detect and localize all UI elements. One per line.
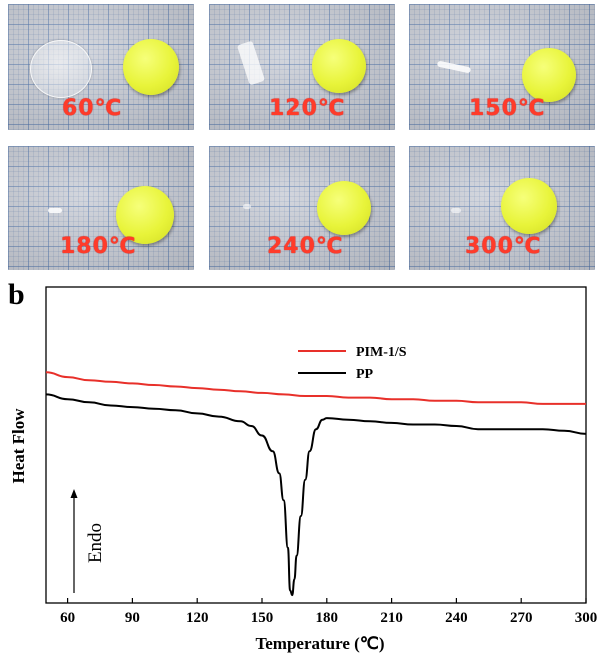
x-tick-label: 300 — [575, 610, 598, 626]
yellow-sample-disc — [312, 39, 366, 93]
photo-panel: a 60℃ 120℃ 150℃ 180℃ 240℃ 300℃ — [0, 0, 601, 275]
series-line-pp — [45, 393, 587, 597]
y-axis-title: Heat Flow — [9, 408, 28, 484]
x-tick-label: 210 — [380, 610, 403, 626]
x-tick-label: 240 — [445, 610, 468, 626]
legend-label: PP — [356, 367, 374, 382]
yellow-sample-disc — [116, 186, 174, 244]
x-tick-label: 180 — [316, 610, 339, 626]
yellow-sample-disc — [522, 48, 576, 102]
temperature-label: 150℃ — [469, 96, 546, 121]
melted-residue — [243, 204, 251, 209]
photo-240c: 240℃ — [209, 146, 395, 270]
photo-150c: 150℃ — [409, 4, 595, 130]
photo-180c: 180℃ — [8, 146, 194, 270]
temperature-label: 300℃ — [465, 234, 542, 259]
clear-film-disc — [30, 40, 92, 98]
temperature-label: 60℃ — [62, 96, 123, 121]
legend-label: PIM-1/S — [356, 345, 407, 360]
melted-residue — [48, 208, 62, 213]
endo-indicator: Endo — [70, 489, 106, 593]
legend: PIM-1/S PP — [298, 345, 407, 382]
photo-300c: 300℃ — [409, 146, 595, 270]
dsc-chart: 60 90 120 150 180 210 240 270 300 PIM-1/S PP Temp… — [9, 286, 597, 653]
x-tick-label: 60 — [60, 610, 75, 626]
temperature-label: 240℃ — [267, 234, 344, 259]
yellow-sample-disc — [123, 39, 179, 95]
melted-residue — [451, 208, 461, 213]
x-axis: 60 90 120 150 180 210 240 270 300 — [60, 598, 597, 626]
x-tick-label: 120 — [186, 610, 209, 626]
yellow-sample-disc — [317, 181, 371, 235]
plot-frame — [45, 286, 587, 604]
x-tick-label: 90 — [125, 610, 140, 626]
endo-arrow-head — [70, 489, 78, 498]
series-layer — [45, 371, 587, 597]
yellow-sample-disc — [501, 178, 557, 234]
endo-label: Endo — [85, 523, 106, 563]
plot-area — [45, 286, 587, 604]
series-line-pim-1-s — [45, 371, 586, 405]
panel-letter-b: b — [8, 278, 25, 311]
photo-60c: 60℃ — [8, 4, 194, 130]
x-tick-label: 270 — [510, 610, 533, 626]
x-tick-label: 150 — [251, 610, 274, 626]
photo-120c: 120℃ — [209, 4, 395, 130]
temperature-label: 120℃ — [269, 96, 346, 121]
x-axis-title: Temperature (℃) — [255, 634, 384, 653]
temperature-label: 180℃ — [60, 234, 137, 259]
